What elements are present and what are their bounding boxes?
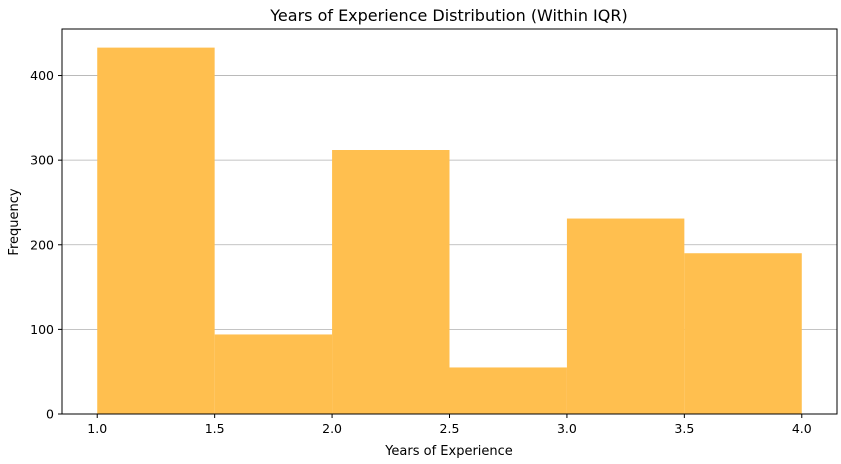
x-tick-label-5: 3.5 <box>674 421 694 436</box>
y-tick-label-4: 400 <box>30 68 54 83</box>
y-tick-label-1: 100 <box>30 322 54 337</box>
histogram-bar-3 <box>449 367 567 414</box>
histogram-bars <box>97 47 802 414</box>
x-tick-label-2: 2.0 <box>322 421 342 436</box>
histogram-bar-0 <box>97 47 215 414</box>
chart-title: Years of Experience Distribution (Within… <box>269 6 627 25</box>
x-axis-label: Years of Experience <box>384 444 513 459</box>
y-axis-label: Frequency <box>7 188 22 255</box>
histogram-bar-2 <box>332 150 450 414</box>
y-tick-label-3: 300 <box>30 153 54 168</box>
x-tick-label-6: 4.0 <box>792 421 812 436</box>
x-tick-label-3: 2.5 <box>440 421 460 436</box>
x-tick-label-4: 3.0 <box>557 421 577 436</box>
histogram-bar-4 <box>566 218 685 414</box>
histogram-bar-1 <box>214 334 333 414</box>
x-tick-label-1: 1.5 <box>205 421 225 436</box>
y-tick-label-2: 200 <box>30 237 54 252</box>
x-axis-ticks: 1.0 1.5 2.0 2.5 3.0 3.5 4.0 <box>87 414 812 436</box>
y-axis-ticks: 0 100 200 300 400 <box>30 68 62 422</box>
histogram-bar-5 <box>684 253 802 414</box>
y-tick-label-0: 0 <box>46 407 54 422</box>
x-tick-label-0: 1.0 <box>87 421 107 436</box>
